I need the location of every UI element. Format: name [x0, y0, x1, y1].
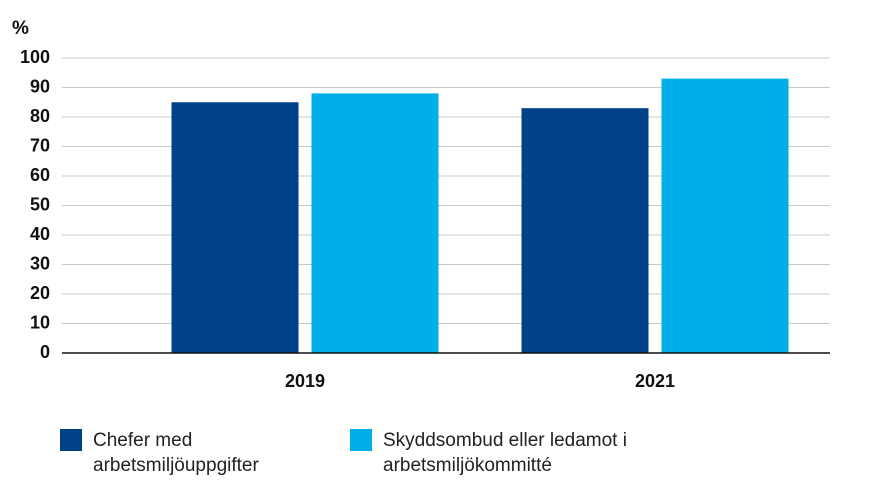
y-tick-label: 60: [30, 165, 50, 185]
y-tick-label: 80: [30, 106, 50, 126]
y-tick-label: 90: [30, 76, 50, 96]
legend-entry: Skyddsombud eller ledamot i arbetsmiljök…: [350, 428, 663, 478]
bar: [311, 93, 439, 354]
y-tick-label: 10: [30, 312, 50, 332]
y-tick-label: 30: [30, 253, 50, 273]
y-tick-label: 70: [30, 135, 50, 155]
bar: [171, 102, 299, 353]
legend-swatch: [350, 429, 372, 451]
legend-label: Skyddsombud eller ledamot i arbetsmiljök…: [383, 430, 627, 476]
y-tick-label: 20: [30, 283, 50, 303]
y-tick-label: 0: [40, 342, 50, 362]
chart: % 0 10 20 30 40 50 60 70 80 90 100 2019 2021: [12, 18, 830, 391]
bar: [661, 78, 789, 354]
legend-label: Chefer med arbetsmiljöuppgifter: [93, 430, 259, 476]
y-tick-label: 100: [20, 47, 50, 67]
x-tick-label: 2021: [635, 371, 675, 391]
legend-entry: Chefer med arbetsmiljöuppgifter: [60, 428, 303, 478]
y-tick-label: 50: [30, 194, 50, 214]
legend-swatch: [60, 429, 82, 451]
y-tick-label: 40: [30, 224, 50, 244]
bar: [521, 108, 649, 354]
x-tick-label: 2019: [285, 371, 325, 391]
y-axis-label: %: [12, 18, 29, 39]
